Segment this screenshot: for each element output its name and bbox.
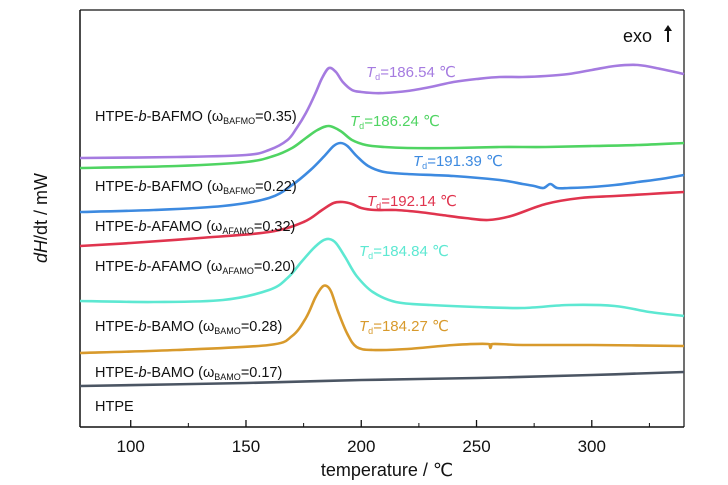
x-tick-label: 300 [578,437,606,456]
td-symbol: T [413,153,424,170]
td-value: =184.84 ℃ [373,243,449,260]
series-label: HTPE-b-AFAMO (ωAFAMO=0.20) [95,259,295,276]
td-subscript: d [368,251,373,261]
y-axis-title-rest: /dt / mW [31,173,51,240]
series-line [79,370,685,388]
series-label-part: =0.17) [241,365,283,381]
series-label-part: -BAMO (ω [147,365,215,381]
series-line [79,63,685,160]
plot-frame [79,9,685,428]
series-label-part: BAMO [214,326,241,336]
series-label-part: AFAMO [222,266,254,276]
series-line [79,124,685,170]
series-labels: HTPE-b-BAFMO (ωBAFMO=0.35)HTPE-b-BAFMO (… [95,109,297,415]
series-label-part: HTPE- [95,319,139,335]
series-label: HTPE-b-BAFMO (ωBAFMO=0.22) [95,179,297,196]
exo-arrowhead-icon [664,25,672,31]
series-label-part: -BAFMO (ω [147,109,224,125]
td-symbol: T [367,193,378,210]
td-symbol: T [359,318,370,335]
series-line [79,141,685,214]
series-label-part: b [139,319,147,335]
series-label-part: b [139,109,147,125]
td-value: =184.27 ℃ [373,318,449,335]
series-label-part: b [139,259,147,275]
x-tick-label: 200 [347,437,375,456]
x-tick-label: 150 [232,437,260,456]
series-label-part: =0.22) [255,179,297,195]
td-label: Td=184.27 ℃ [359,318,449,336]
series-label-part: b [139,179,147,195]
series-line [79,190,685,248]
series-label-part: b [139,365,147,381]
series-label-part: -AFAMO (ω [147,219,223,235]
series-label-part: HTPE- [95,109,139,125]
y-axis-title: dH/dt / mW [31,173,51,263]
series-label-part: HTPE [95,399,134,415]
exo-label: exo [623,26,652,46]
td-subscript: d [422,161,427,171]
td-label: Td=186.24 ℃ [350,113,440,131]
series-line [79,284,685,355]
series-label-part: =0.35) [255,109,297,125]
series-label-part: b [139,219,147,235]
td-value: =186.24 ℃ [364,113,440,130]
x-ticks: 100 150 200 250 300 [117,420,650,456]
x-axis-title: temperature / ℃ [321,460,453,480]
series-line [79,237,685,318]
td-label: Td=186.54 ℃ [366,64,456,82]
curves [79,63,685,388]
td-symbol: T [366,64,377,81]
td-subscript: d [359,121,364,131]
td-subscript: d [376,201,381,211]
y-axis-title-italic: dH [31,239,51,263]
series-label-part: =0.32) [254,219,296,235]
x-tick-label: 100 [117,437,145,456]
series-label-part: -AFAMO (ω [147,259,223,275]
series-label-part: BAFMO [223,116,255,126]
series-label-part: -BAFMO (ω [147,179,224,195]
series-label-part: AFAMO [222,226,254,236]
td-label: Td=191.39 ℃ [413,153,503,171]
series-label-part: HTPE- [95,365,139,381]
exo-indicator: exo [623,25,672,46]
td-label: Td=184.84 ℃ [359,243,449,261]
series-label-part: =0.28) [241,319,283,335]
td-symbol: T [359,243,370,260]
series-label: HTPE-b-BAMO (ωBAMO=0.28) [95,319,282,336]
td-value: =191.39 ℃ [427,153,503,170]
series-label: HTPE-b-AFAMO (ωAFAMO=0.32) [95,219,295,236]
td-symbol: T [350,113,361,130]
series-label-part: HTPE- [95,179,139,195]
series-label: HTPE [95,399,134,415]
series-label-part: BAMO [214,372,241,382]
series-label-part: HTPE- [95,219,139,235]
series-label: HTPE-b-BAFMO (ωBAFMO=0.35) [95,109,297,126]
x-tick-label: 250 [462,437,490,456]
series-label-part: -BAMO (ω [147,319,215,335]
td-subscript: d [375,72,380,82]
series-label: HTPE-b-BAMO (ωBAMO=0.17) [95,365,282,382]
td-value: =192.14 ℃ [381,193,457,210]
td-value: =186.54 ℃ [380,64,456,81]
td-label: Td=192.14 ℃ [367,193,457,211]
td-subscript: d [368,326,373,336]
series-label-part: BAFMO [223,186,255,196]
series-label-part: HTPE- [95,259,139,275]
td-labels: Td=186.54 ℃Td=186.24 ℃Td=191.39 ℃Td=192.… [350,64,503,336]
series-label-part: =0.20) [254,259,296,275]
